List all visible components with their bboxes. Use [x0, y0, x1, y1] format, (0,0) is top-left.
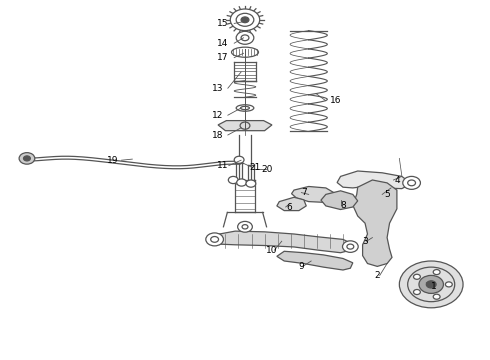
Circle shape	[238, 221, 252, 232]
Text: 4: 4	[394, 176, 400, 185]
Ellipse shape	[236, 105, 254, 111]
Circle shape	[414, 274, 420, 279]
Circle shape	[343, 241, 358, 252]
Text: 5: 5	[384, 190, 390, 199]
Polygon shape	[218, 121, 272, 131]
Circle shape	[236, 31, 254, 44]
Circle shape	[426, 281, 436, 288]
Circle shape	[24, 156, 30, 161]
Polygon shape	[321, 191, 358, 210]
Text: 19: 19	[107, 156, 119, 165]
Ellipse shape	[232, 47, 259, 57]
Circle shape	[19, 153, 35, 164]
Polygon shape	[353, 180, 397, 266]
Text: 7: 7	[301, 188, 307, 197]
Circle shape	[234, 156, 244, 163]
Polygon shape	[212, 231, 353, 253]
Circle shape	[445, 282, 452, 287]
Text: 9: 9	[298, 262, 304, 271]
Polygon shape	[337, 171, 412, 189]
Circle shape	[403, 176, 420, 189]
Text: 3: 3	[362, 237, 368, 246]
Text: 2: 2	[374, 271, 380, 280]
Circle shape	[419, 275, 443, 293]
Circle shape	[399, 261, 463, 308]
Text: 10: 10	[266, 246, 278, 255]
Circle shape	[230, 9, 260, 31]
Polygon shape	[292, 186, 336, 202]
Text: 13: 13	[212, 84, 224, 93]
Text: 14: 14	[217, 39, 229, 48]
Circle shape	[433, 294, 440, 299]
Text: 6: 6	[286, 202, 292, 212]
Circle shape	[228, 176, 238, 184]
Circle shape	[237, 179, 246, 186]
Text: 17: 17	[217, 53, 229, 62]
Text: 12: 12	[212, 111, 224, 120]
Text: 1: 1	[431, 282, 437, 291]
Text: 16: 16	[330, 96, 342, 105]
Circle shape	[206, 233, 223, 246]
Text: 21: 21	[249, 163, 261, 172]
Circle shape	[433, 270, 440, 275]
Text: 11: 11	[217, 161, 229, 170]
Polygon shape	[277, 197, 306, 211]
Circle shape	[414, 289, 420, 294]
Polygon shape	[277, 251, 353, 270]
Text: 15: 15	[217, 19, 229, 28]
Circle shape	[241, 17, 249, 23]
Circle shape	[246, 180, 256, 187]
Text: 20: 20	[261, 165, 273, 174]
Text: 18: 18	[212, 131, 224, 140]
Text: 8: 8	[340, 201, 346, 210]
